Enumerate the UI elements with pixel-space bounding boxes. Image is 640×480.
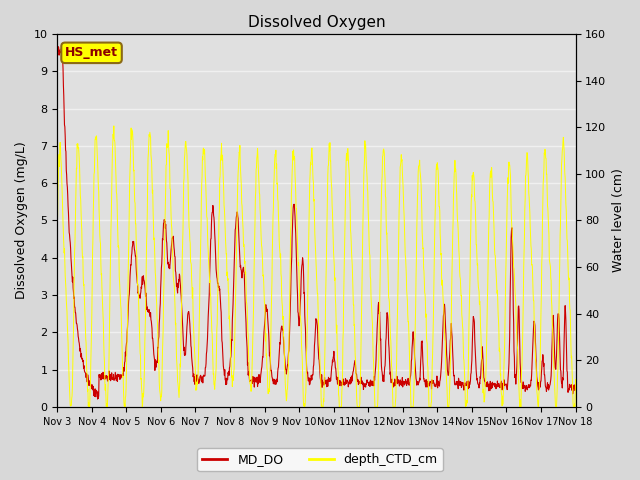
Title: Dissolved Oxygen: Dissolved Oxygen <box>248 15 385 30</box>
Text: HS_met: HS_met <box>65 47 118 60</box>
Legend: MD_DO, depth_CTD_cm: MD_DO, depth_CTD_cm <box>197 448 443 471</box>
Y-axis label: Water level (cm): Water level (cm) <box>612 168 625 272</box>
Y-axis label: Dissolved Oxygen (mg/L): Dissolved Oxygen (mg/L) <box>15 142 28 300</box>
